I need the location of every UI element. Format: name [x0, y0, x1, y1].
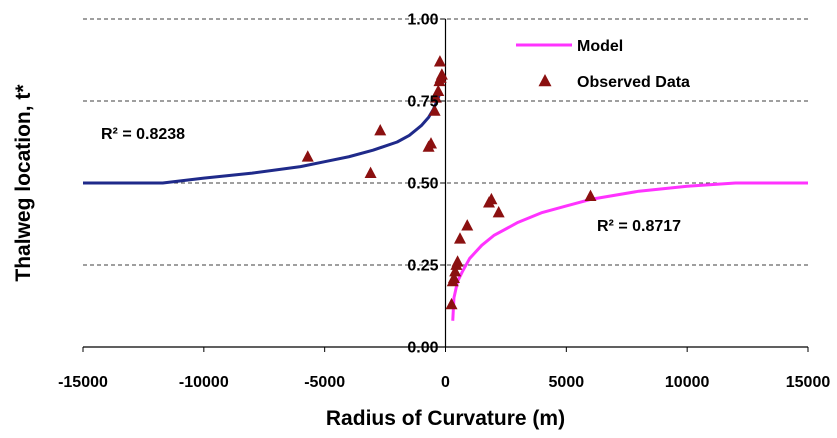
legend: Model Observed Data — [516, 38, 690, 91]
observed-point-19 — [461, 219, 474, 231]
y-tick-label-1: 0.25 — [407, 258, 438, 275]
x-tick-label-6: 15000 — [786, 374, 831, 391]
observed-point-2 — [374, 124, 387, 136]
r2-right-annotation: R² = 0.8717 — [597, 218, 681, 235]
observed-point-22 — [492, 206, 505, 218]
legend-model-label: Model — [577, 38, 623, 55]
y-tick-label-3: 0.75 — [407, 94, 438, 111]
observed-point-21 — [485, 192, 498, 205]
observed-point-1 — [364, 166, 377, 179]
legend-observed-marker — [538, 73, 552, 87]
series-layer — [83, 55, 808, 321]
legend-observed-label: Observed Data — [577, 74, 690, 91]
grid-layer — [83, 18, 808, 266]
r2-left-annotation: R² = 0.8238 — [101, 126, 185, 143]
observed-point-11 — [435, 68, 448, 80]
observed-point-0 — [301, 150, 314, 162]
observed-point-5 — [428, 104, 441, 116]
observed-point-12 — [445, 297, 458, 310]
observed-point-4 — [425, 137, 437, 149]
x-tick-label-0: -15000 — [58, 374, 108, 391]
tick-layer: -15000 -10000 -5000 0 5000 10000 15000 0.00 0.25… — [58, 12, 830, 392]
x-tick-label-4: 5000 — [549, 374, 585, 391]
observed-point-15 — [449, 265, 462, 277]
y-tick-label-0: 0.00 — [407, 340, 438, 357]
observed-point-9 — [433, 55, 446, 67]
observed-point-14 — [447, 271, 460, 283]
observed-point-6 — [429, 91, 442, 103]
observed-point-7 — [432, 84, 445, 97]
x-axis-label: Radius of Curvature (m) — [326, 407, 565, 430]
x-tick-label-3: 0 — [441, 374, 450, 391]
x-tick-label-5: 10000 — [665, 374, 710, 391]
observed-point-18 — [454, 232, 466, 244]
observed-point-23 — [584, 189, 597, 201]
observed-point-17 — [451, 255, 464, 267]
x-tick-label-1: -10000 — [179, 374, 229, 391]
y-tick-label-2: 0.50 — [407, 176, 438, 193]
x-tick-label-2: -5000 — [304, 374, 345, 391]
y-axis-label: Thalweg location, t* — [12, 84, 35, 282]
model-line-positive — [451, 181, 808, 321]
y-tick-label-4: 1.00 — [407, 12, 438, 29]
